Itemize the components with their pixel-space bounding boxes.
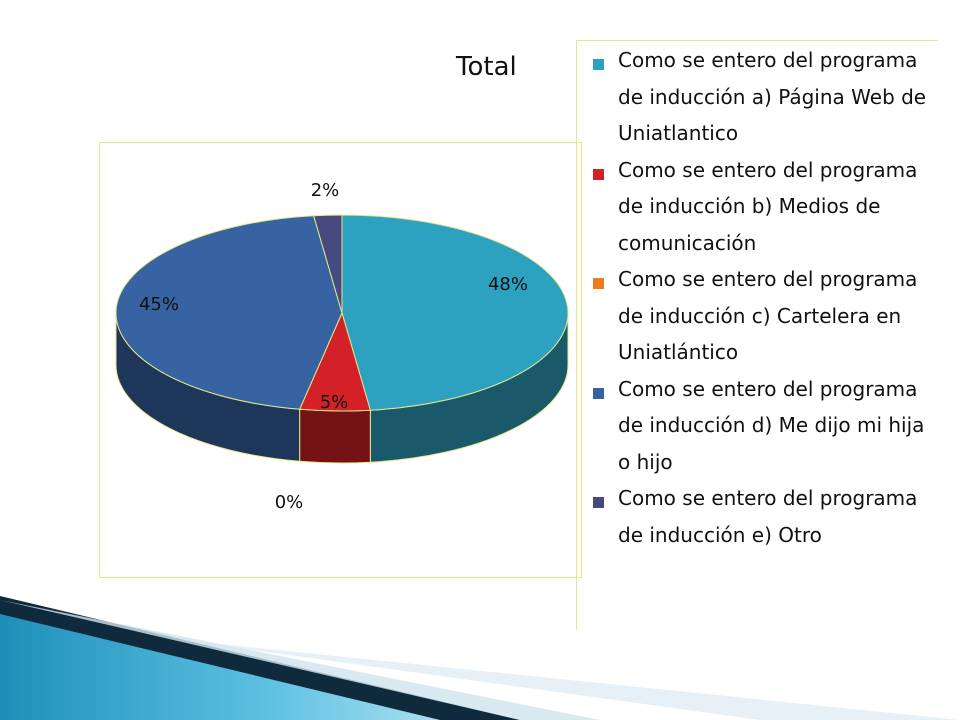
legend-label-2: Como se entero del programa de inducción… <box>618 157 918 255</box>
pie-labels: 48% 5% 0% 45% 2% <box>139 180 528 513</box>
legend-swatch-3 <box>592 277 605 290</box>
legend-item-3: Como se entero del programa de inducción… <box>590 261 940 371</box>
slice-5-label: 2% <box>311 180 340 201</box>
legend-label-1: Como se entero del programa de inducción… <box>618 48 927 145</box>
legend-item-5: Como se entero del programa de inducción… <box>590 480 940 553</box>
legend-label-5: Como se entero del programa de inducción… <box>618 486 918 547</box>
legend-swatch-1 <box>592 58 605 71</box>
slice-4-top <box>115 215 343 410</box>
slice-4-label: 45% <box>139 294 179 315</box>
legend-swatch-5 <box>592 496 605 509</box>
legend-area-frame <box>576 40 938 630</box>
chart-title: Total <box>456 52 517 82</box>
legend-swatch-2 <box>592 167 605 181</box>
legend-swatch-4 <box>592 386 605 400</box>
slice-3-label: 0% <box>275 492 304 513</box>
slice-2-side <box>299 408 371 464</box>
legend-item-4: Como se entero del programa de inducción… <box>590 371 940 481</box>
plot-area-frame <box>99 142 582 578</box>
slice-2-label: 5% <box>320 392 349 413</box>
legend: Como se entero del programa de inducción… <box>590 42 940 553</box>
legend-label-3: Como se entero del programa de inducción… <box>618 267 918 364</box>
legend-label-4: Como se entero del programa de inducción… <box>618 376 925 474</box>
pie-tops <box>115 214 569 412</box>
legend-item-1: Como se entero del programa de inducción… <box>590 42 940 152</box>
slice-1-label: 48% <box>488 274 528 295</box>
slice-5-top <box>313 214 343 314</box>
slice-1-top <box>341 214 569 411</box>
legend-item-2: Como se entero del programa de inducción… <box>590 152 940 262</box>
